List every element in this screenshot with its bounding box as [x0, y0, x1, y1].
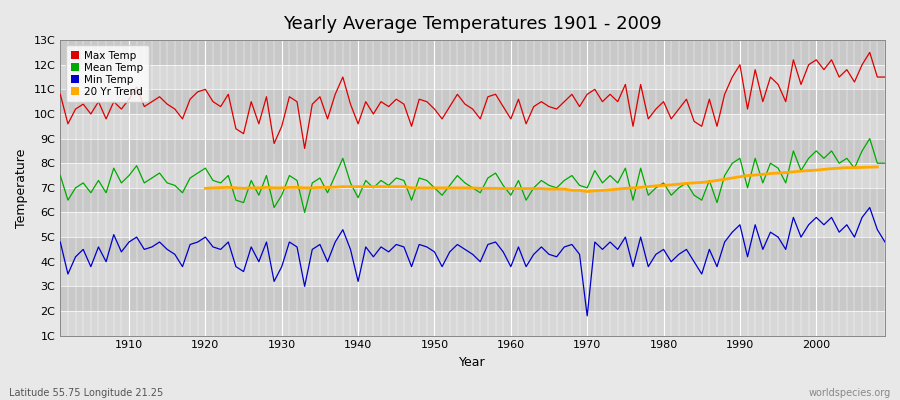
- Max Temp: [116, 107, 127, 112]
- Legend: Max Temp, Mean Temp, Min Temp, 20 Yr Trend: Max Temp, Mean Temp, Min Temp, 20 Yr Tre…: [66, 45, 148, 102]
- Bar: [60, 114, 885, 139]
- Bar: [60, 89, 885, 114]
- Line: Min Temp: Min Temp: [60, 208, 885, 316]
- Title: Yearly Average Temperatures 1901 - 2009: Yearly Average Temperatures 1901 - 2009: [284, 15, 662, 33]
- Mean Temp: [513, 178, 524, 183]
- Mean Temp: [299, 210, 310, 215]
- Max Temp: [605, 92, 616, 97]
- Mean Temp: [116, 180, 127, 185]
- Line: 20 Yr Trend: 20 Yr Trend: [205, 167, 878, 192]
- Min Temp: [55, 240, 66, 244]
- Max Temp: [299, 146, 310, 151]
- Min Temp: [864, 205, 875, 210]
- Bar: [60, 188, 885, 212]
- Bar: [60, 286, 885, 311]
- Mean Temp: [284, 173, 295, 178]
- Text: worldspecies.org: worldspecies.org: [809, 388, 891, 398]
- 20 Yr Trend: [200, 186, 211, 191]
- 20 Yr Trend: [338, 184, 348, 189]
- Max Temp: [338, 75, 348, 80]
- 20 Yr Trend: [269, 186, 280, 190]
- Bar: [60, 237, 885, 262]
- Max Temp: [864, 50, 875, 55]
- Max Temp: [55, 92, 66, 97]
- Mean Temp: [879, 161, 890, 166]
- 20 Yr Trend: [284, 185, 295, 190]
- Bar: [60, 139, 885, 163]
- Mean Temp: [864, 136, 875, 141]
- Min Temp: [284, 240, 295, 244]
- Mean Temp: [605, 173, 616, 178]
- 20 Yr Trend: [872, 164, 883, 169]
- Line: Mean Temp: Mean Temp: [60, 139, 885, 212]
- Mean Temp: [506, 193, 517, 198]
- 20 Yr Trend: [581, 189, 592, 194]
- Mean Temp: [338, 156, 348, 161]
- Min Temp: [498, 250, 508, 254]
- Max Temp: [879, 75, 890, 80]
- Max Temp: [284, 94, 295, 99]
- Min Temp: [116, 250, 127, 254]
- Y-axis label: Temperature: Temperature: [15, 148, 28, 228]
- X-axis label: Year: Year: [459, 356, 486, 369]
- Bar: [60, 65, 885, 89]
- 20 Yr Trend: [544, 187, 554, 192]
- Min Temp: [605, 240, 616, 244]
- Min Temp: [581, 314, 592, 318]
- Bar: [60, 262, 885, 286]
- 20 Yr Trend: [803, 168, 814, 173]
- Bar: [60, 212, 885, 237]
- Max Temp: [506, 116, 517, 121]
- Bar: [60, 311, 885, 336]
- Bar: [60, 40, 885, 65]
- Min Temp: [329, 240, 340, 244]
- Mean Temp: [55, 173, 66, 178]
- 20 Yr Trend: [460, 186, 471, 190]
- Min Temp: [879, 240, 890, 244]
- Min Temp: [506, 264, 517, 269]
- Bar: [60, 163, 885, 188]
- Text: Latitude 55.75 Longitude 21.25: Latitude 55.75 Longitude 21.25: [9, 388, 163, 398]
- Max Temp: [513, 97, 524, 102]
- Line: Max Temp: Max Temp: [60, 52, 885, 148]
